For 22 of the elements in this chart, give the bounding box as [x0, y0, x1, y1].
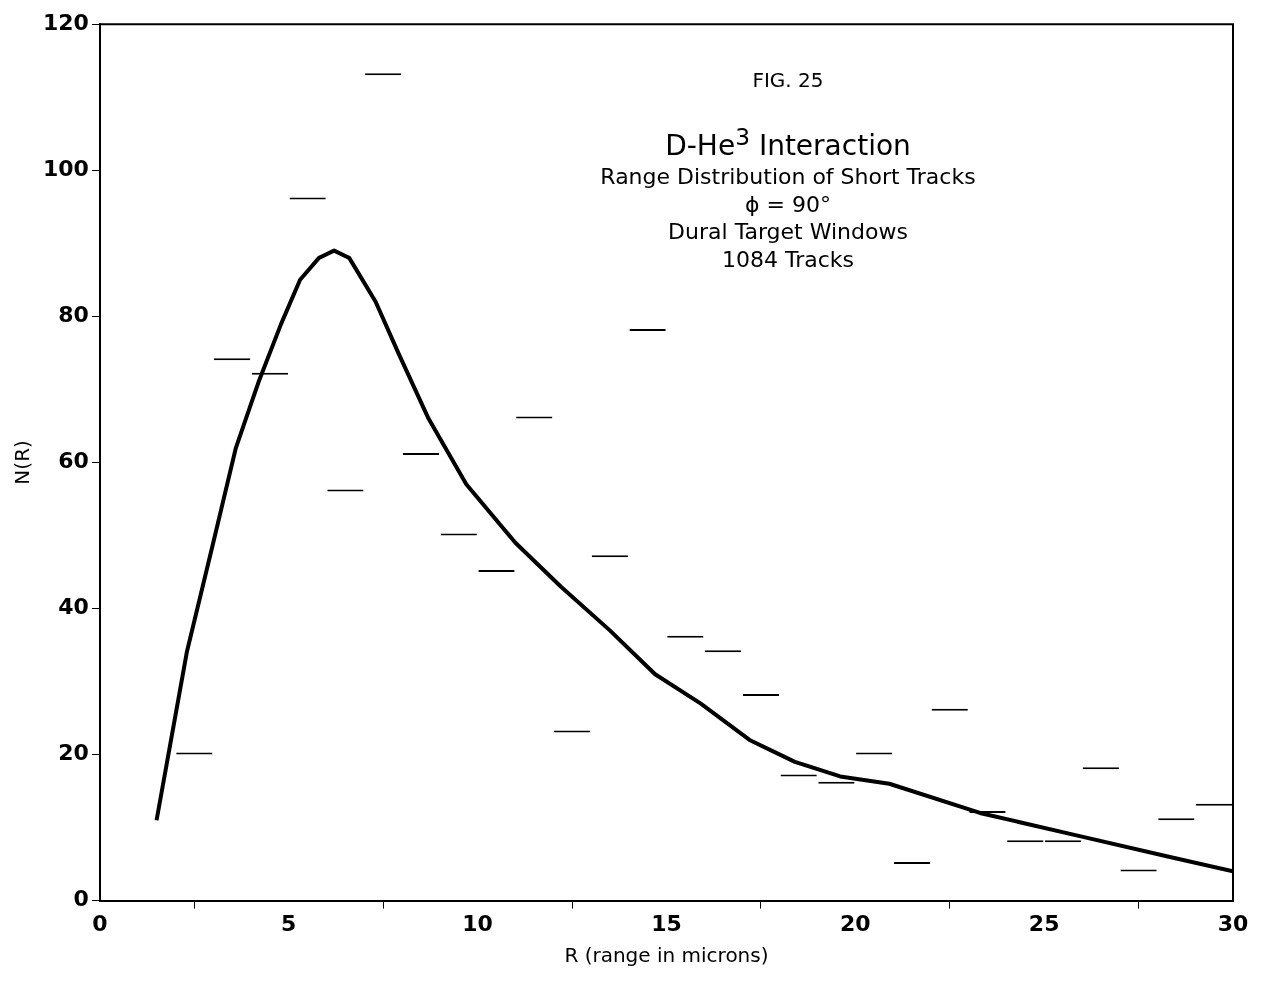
x-tick-label: 15	[651, 910, 682, 936]
y-tick-label: 60	[58, 448, 89, 474]
annotation: FIG. 25	[751, 68, 825, 93]
y-tick-label: 80	[58, 302, 89, 328]
x-tick-label: 25	[1028, 910, 1060, 936]
y-axis-title: N(R)	[10, 440, 35, 485]
x-tick-label: 20	[840, 910, 871, 936]
text: D-He$^{3}$ Interaction	[664, 123, 912, 164]
x-tick-label: 0	[92, 910, 108, 936]
annotation: 1084 Tracks	[721, 245, 855, 274]
y-tick-label: 100	[42, 155, 89, 181]
annotation: ϕ = 90°	[744, 190, 832, 219]
x-axis-title: R (range in microns)	[564, 943, 769, 968]
text: Range Distribution of Short Tracks	[599, 163, 977, 191]
x-tick-label: 10	[462, 910, 493, 936]
x-tick-label: 30	[1217, 910, 1249, 936]
y-tick-label: 40	[58, 594, 89, 620]
y-tick-label: 120	[42, 9, 89, 35]
x-tick-label: 5	[281, 910, 297, 936]
y-tick-label: 20	[58, 740, 89, 766]
annotation: Dural Target Windows	[667, 218, 909, 246]
y-tick-label: 0	[73, 886, 89, 912]
